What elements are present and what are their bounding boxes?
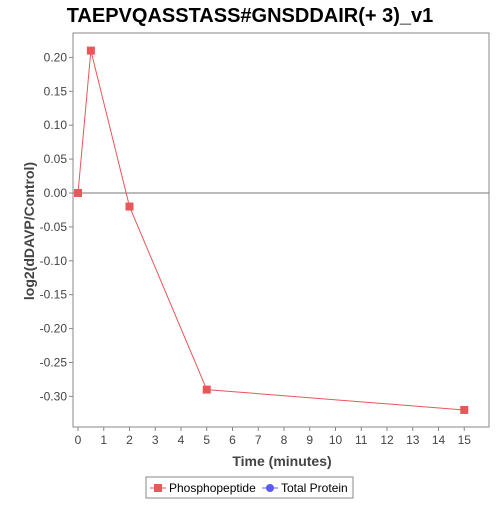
- data-point[interactable]: [125, 202, 134, 211]
- y-tick-label: -0.05: [40, 220, 68, 234]
- data-point[interactable]: [74, 189, 82, 197]
- y-axis: 0.20 0.15 0.10 0.05 0.00 -0.05 -0.10 -0.15 -0.20…: [40, 50, 73, 403]
- x-tick-label: 13: [406, 433, 420, 447]
- data-point[interactable]: [202, 385, 211, 394]
- y-tick-label: 0.10: [44, 118, 68, 132]
- y-axis-title: log2(dDAVP/Control): [21, 162, 37, 300]
- y-tick-label: -0.25: [40, 356, 68, 370]
- x-tick-label: 0: [75, 433, 82, 447]
- x-tick-label: 5: [203, 433, 210, 447]
- legend-phosphopeptide-marker: [154, 484, 162, 492]
- x-tick-label: 2: [126, 433, 133, 447]
- y-tick-label: -0.15: [40, 288, 68, 302]
- x-tick-label: 10: [329, 433, 343, 447]
- y-tick-label: 0.15: [44, 84, 68, 98]
- x-tick-label: 4: [178, 433, 185, 447]
- y-tick-label: 0.05: [44, 152, 68, 166]
- y-tick-label: -0.10: [40, 254, 68, 268]
- legend-total-protein-marker: [266, 484, 274, 492]
- x-axis-title: Time (minutes): [232, 453, 331, 469]
- series-line-0: [77, 50, 465, 411]
- data-point[interactable]: [86, 46, 95, 55]
- chart-title: TAEPVQASSTASS#GNSDDAIR(+ 3)_v1: [67, 5, 434, 27]
- x-axis: 0 1 2 3 4 5 6 7 8 9 10 11 12 13 14 15: [75, 427, 472, 447]
- x-tick-label: 15: [458, 433, 472, 447]
- y-tick-label: -0.30: [40, 389, 68, 403]
- legend[interactable]: Phosphopeptide Total Protein: [145, 476, 354, 499]
- x-tick-label: 7: [255, 433, 262, 447]
- x-tick-label: 8: [281, 433, 288, 447]
- series-layer: [74, 46, 469, 414]
- plot-area-frame: [72, 32, 490, 428]
- x-tick-label: 12: [380, 433, 394, 447]
- y-tick-label: 0.20: [44, 50, 68, 64]
- x-tick-label: 14: [432, 433, 446, 447]
- x-tick-label: 9: [306, 433, 313, 447]
- x-tick-label: 11: [355, 433, 368, 447]
- y-tick-label: 0.00: [44, 186, 68, 200]
- legend-total-protein-label: Total Protein: [281, 481, 348, 495]
- legend-phosphopeptide-label: Phosphopeptide: [169, 481, 256, 495]
- legend-box: [145, 476, 354, 499]
- x-tick-label: 3: [152, 433, 159, 447]
- data-point[interactable]: [460, 405, 469, 414]
- x-tick-label: 1: [100, 433, 107, 447]
- y-tick-label: -0.20: [40, 322, 68, 336]
- x-tick-label: 6: [229, 433, 236, 447]
